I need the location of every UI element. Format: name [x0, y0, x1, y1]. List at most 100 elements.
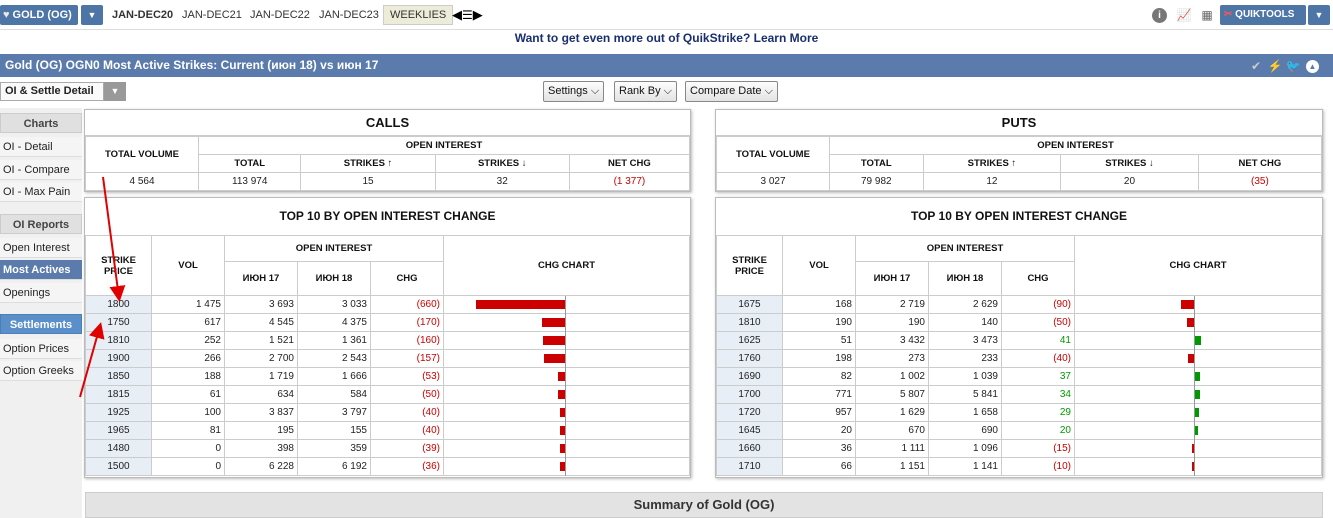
puts-strikes-up: 12	[922, 172, 1062, 191]
chart-axis-line	[565, 368, 566, 386]
next-tab-icon[interactable]: ▶	[472, 7, 483, 22]
vol-cell: 168	[782, 295, 856, 314]
chg-cell: 37	[1001, 367, 1075, 386]
tab-jan-dec22[interactable]: JAN-DEC22	[250, 9, 310, 21]
jun17-cell: 3 837	[224, 403, 298, 422]
tab-list-icon[interactable]: ☰	[462, 8, 473, 22]
chg-bar	[558, 390, 565, 399]
product-label: GOLD (OG)	[12, 9, 72, 21]
sidebar-item-most-actives[interactable]: Most Actives	[0, 260, 82, 280]
jun17-cell: 634	[224, 385, 298, 404]
tab-jan-dec21[interactable]: JAN-DEC21	[182, 9, 242, 21]
calculator-icon[interactable]: ▦	[1201, 8, 1213, 22]
quiktools-dropdown-button[interactable]: ▼	[1308, 5, 1330, 25]
chart-icon[interactable]: 📈	[1176, 8, 1192, 22]
calls-total-oi: 113 974	[197, 172, 302, 191]
jun18-cell: 690	[928, 421, 1002, 440]
jun17-cell: 670	[855, 421, 929, 440]
chart-axis-line	[1194, 350, 1195, 368]
sidebar-head-settlements: Settlements	[0, 314, 82, 334]
chg-cell: (90)	[1001, 295, 1075, 314]
check-icon[interactable]: ✔	[1250, 59, 1262, 73]
quiktools-button[interactable]: ✂ QUIKTOOLS	[1220, 5, 1306, 25]
vol-cell: 61	[151, 385, 225, 404]
quiktools-label: QUIKTOOLS	[1235, 9, 1295, 20]
jun18-cell: 359	[297, 439, 371, 458]
total-volume-header: TOTAL VOLUME	[85, 136, 199, 173]
settings-button[interactable]: Settings ⌵	[543, 81, 605, 102]
product-selector[interactable]: ♥ GOLD (OG)	[0, 5, 78, 25]
chg-bar	[558, 372, 565, 381]
summary-bar[interactable]: Summary of Gold (OG)	[85, 492, 1323, 518]
table-row: 1965 81 195 155 (40)	[85, 421, 690, 440]
chg-chart-cell	[1074, 403, 1322, 422]
sidebar-item-oi-compare[interactable]: OI - Compare	[0, 160, 82, 180]
chg-bar	[1187, 318, 1194, 327]
chart-axis-line	[1194, 404, 1195, 422]
strike-cell: 1675	[716, 295, 783, 314]
jun18-header: ИЮН 18	[297, 261, 371, 296]
rank-by-button[interactable]: Rank By ⌵	[614, 81, 677, 102]
vol-header: VOL	[782, 235, 856, 296]
chart-axis-line	[565, 386, 566, 404]
chart-axis-line	[565, 350, 566, 368]
jun17-cell: 1 002	[855, 367, 929, 386]
compare-date-button[interactable]: Compare Date ⌵	[685, 81, 778, 102]
jun17-cell: 1 629	[855, 403, 929, 422]
total-header: TOTAL	[829, 154, 924, 173]
table-row: 1810 190 190 140 (50)	[716, 313, 1322, 332]
chg-bar	[560, 408, 565, 417]
vol-cell: 957	[782, 403, 856, 422]
jun18-cell: 4 375	[297, 313, 371, 332]
sidebar-item-option-prices[interactable]: Option Prices	[0, 339, 82, 359]
sidebar-head-charts: Charts	[0, 113, 82, 133]
sidebar-item-open-interest[interactable]: Open Interest	[0, 238, 82, 258]
jun18-cell: 1 096	[928, 439, 1002, 458]
sidebar-item-oi-detail[interactable]: OI - Detail	[0, 137, 82, 157]
rank-by-label: Rank By	[619, 85, 661, 97]
tab-jan-dec23[interactable]: JAN-DEC23	[319, 9, 379, 21]
table-row: 1720 957 1 629 1 658 29	[716, 403, 1322, 422]
table-row: 1675 168 2 719 2 629 (90)	[716, 295, 1322, 314]
product-dropdown-button[interactable]: ▼	[81, 5, 103, 25]
chart-axis-line	[1194, 440, 1195, 458]
table-row: 1700 771 5 807 5 841 34	[716, 385, 1322, 404]
strike-price-header: STRIKE PRICE	[85, 235, 152, 296]
table-row: 1710 66 1 151 1 141 (10)	[716, 457, 1322, 476]
info-icon[interactable]: i	[1152, 8, 1167, 23]
sidebar-item-option-greeks[interactable]: Option Greeks	[0, 361, 82, 381]
puts-top10-table: STRIKE PRICE VOL OPEN INTEREST CHG CHART…	[716, 235, 1322, 476]
jun17-cell: 4 545	[224, 313, 298, 332]
strikes-up-header: STRIKES ↑	[300, 154, 436, 173]
promo-link[interactable]: Want to get even more out of QuikStrike?…	[514, 31, 819, 45]
sidebar-item-oi-max-pain[interactable]: OI - Max Pain	[0, 182, 82, 202]
chg-chart-cell	[1074, 349, 1322, 368]
prev-tab-icon[interactable]: ◀	[452, 7, 462, 22]
collapse-icon[interactable]: ▲	[1306, 60, 1319, 73]
chg-bar	[560, 462, 565, 471]
jun17-cell: 1 521	[224, 331, 298, 350]
chg-bar	[1195, 426, 1198, 435]
chg-cell: (50)	[1001, 313, 1075, 332]
sidebar-head-oi-reports: OI Reports	[0, 214, 82, 234]
chart-axis-line	[565, 440, 566, 458]
chg-cell: 20	[1001, 421, 1075, 440]
tab-weeklies[interactable]: WEEKLIES	[383, 5, 454, 25]
twitter-icon[interactable]: 🐦	[1285, 59, 1301, 73]
lightning-icon[interactable]: ⚡	[1267, 59, 1283, 73]
jun18-cell: 3 033	[297, 295, 371, 314]
chg-bar	[1195, 390, 1200, 399]
chart-axis-line	[565, 314, 566, 332]
jun17-cell: 190	[855, 313, 929, 332]
tab-jan-dec20[interactable]: JAN-DEC20	[112, 9, 174, 21]
view-select[interactable]: OI & Settle Detail	[0, 82, 104, 101]
top-toolbar	[0, 0, 1333, 30]
table-row: 1815 61 634 584 (50)	[85, 385, 690, 404]
open-interest-header: OPEN INTEREST	[198, 136, 690, 155]
view-select-arrow[interactable]: ▼	[104, 82, 126, 101]
vol-cell: 36	[782, 439, 856, 458]
sidebar-item-openings[interactable]: Openings	[0, 283, 82, 303]
jun17-cell: 195	[224, 421, 298, 440]
strike-cell: 1925	[85, 403, 152, 422]
strike-cell: 1710	[716, 457, 783, 476]
